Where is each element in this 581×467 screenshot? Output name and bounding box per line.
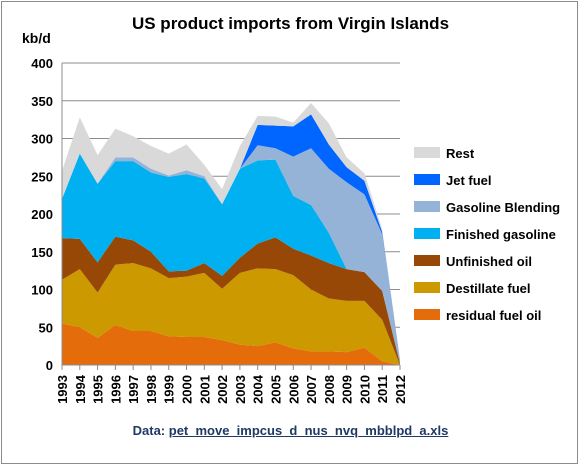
legend-label-gasoline-blending: Gasoline Blending xyxy=(446,200,560,215)
area-series-finished-gasoline xyxy=(62,153,400,364)
area-series-destillate-fuel xyxy=(62,263,400,365)
source-prefix: Data: xyxy=(132,423,169,438)
x-tick-label-2008: 2008 xyxy=(322,375,337,404)
x-tick-label-1997: 1997 xyxy=(126,375,141,404)
source-file-link[interactable]: pet_move_impcus_d_nus_nvq_mbblpd_a.xls xyxy=(168,423,449,438)
legend-swatch-residual-fuel-oil xyxy=(414,309,440,320)
legend-swatch-jet-fuel xyxy=(414,174,440,185)
source-caption: Data: pet_move_impcus_d_nus_nvq_mbblpd_a… xyxy=(0,423,581,438)
y-tick-label-300: 300 xyxy=(31,132,53,147)
y-tick-label-250: 250 xyxy=(31,169,53,184)
x-tick-label-2001: 2001 xyxy=(197,375,212,404)
x-tick-label-2002: 2002 xyxy=(215,375,230,404)
legend-label-rest: Rest xyxy=(446,146,475,161)
area-series-residual-fuel-oil xyxy=(62,323,400,365)
x-tick-label-2000: 2000 xyxy=(180,375,195,404)
x-tick-label-2012: 2012 xyxy=(393,375,408,404)
legend-label-finished-gasoline: Finished gasoline xyxy=(446,227,556,242)
x-tick-label-2003: 2003 xyxy=(233,375,248,404)
x-tick-label-2006: 2006 xyxy=(286,375,301,404)
x-tick-label-2007: 2007 xyxy=(304,375,319,404)
y-tick-label-0: 0 xyxy=(46,358,53,373)
y-tick-label-100: 100 xyxy=(31,283,53,298)
area-series-gasoline-blending xyxy=(62,145,400,364)
legend-swatch-rest xyxy=(414,147,440,158)
y-axis-unit-label: kb/d xyxy=(22,30,51,46)
y-tick-label-50: 50 xyxy=(39,320,53,335)
y-tick-label-350: 350 xyxy=(31,94,53,109)
area-series-unfinished-oil xyxy=(62,236,400,365)
x-tick-label-2005: 2005 xyxy=(268,375,283,404)
legend-label-destillate-fuel: Destillate fuel xyxy=(446,281,531,296)
x-tick-label-1996: 1996 xyxy=(108,375,123,404)
x-tick-label-2004: 2004 xyxy=(251,374,266,404)
legend-swatch-unfinished-oil xyxy=(414,255,440,266)
x-tick-label-1994: 1994 xyxy=(73,374,88,404)
legend-label-residual-fuel-oil: residual fuel oil xyxy=(446,308,541,323)
legend-swatch-destillate-fuel xyxy=(414,282,440,293)
y-tick-label-150: 150 xyxy=(31,245,53,260)
legend-swatch-gasoline-blending xyxy=(414,201,440,212)
legend-label-jet-fuel: Jet fuel xyxy=(446,173,492,188)
x-tick-label-2010: 2010 xyxy=(357,375,372,404)
legend-swatch-finished-gasoline xyxy=(414,228,440,239)
x-tick-label-2011: 2011 xyxy=(375,375,390,403)
x-tick-label-1999: 1999 xyxy=(162,375,177,404)
x-tick-label-1993: 1993 xyxy=(55,375,70,404)
y-tick-label-400: 400 xyxy=(31,56,53,71)
y-tick-label-200: 200 xyxy=(31,207,53,222)
chart-title: US product imports from Virgin Islands xyxy=(131,14,450,33)
legend-label-unfinished-oil: Unfinished oil xyxy=(446,254,532,269)
x-tick-label-2009: 2009 xyxy=(340,375,355,404)
x-tick-label-1998: 1998 xyxy=(144,375,159,404)
x-tick-label-1995: 1995 xyxy=(91,375,106,404)
